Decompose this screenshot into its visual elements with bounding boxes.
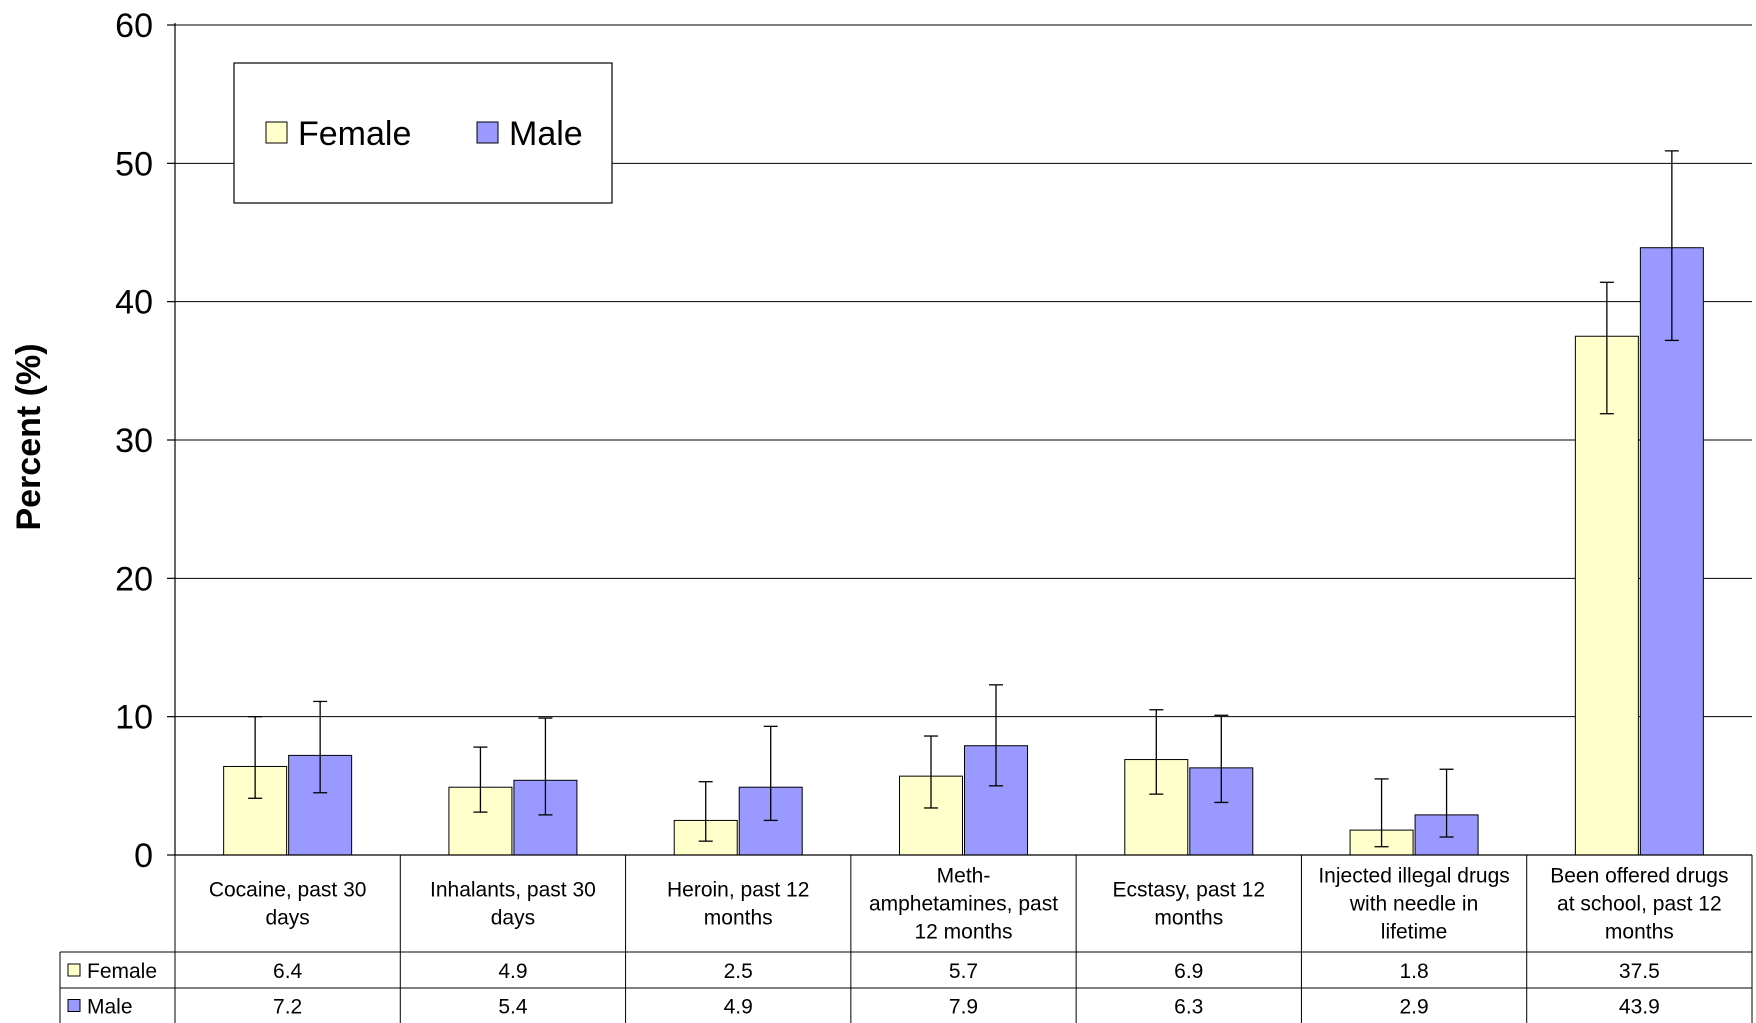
legend-label: Male bbox=[509, 115, 583, 153]
y-tick-label: 40 bbox=[115, 284, 153, 322]
y-tick-label: 10 bbox=[115, 699, 153, 737]
category-label: Injected illegal drugs with needle in life… bbox=[1318, 865, 1509, 944]
table-value: 2.9 bbox=[1399, 996, 1428, 1019]
table-value: 1.8 bbox=[1399, 960, 1428, 983]
y-tick-label: 50 bbox=[115, 145, 153, 183]
legend-key-female bbox=[265, 121, 288, 144]
table-series-label: Male bbox=[87, 996, 133, 1019]
table-value: 37.5 bbox=[1619, 960, 1660, 983]
category-label: Cocaine, past 30 days bbox=[209, 879, 367, 930]
table-value: 7.9 bbox=[949, 996, 978, 1019]
bar-male bbox=[1639, 247, 1704, 856]
table-value: 5.4 bbox=[498, 996, 528, 1019]
y-axis-label: Percent (%) bbox=[10, 343, 48, 530]
y-tick-label: 0 bbox=[134, 837, 153, 875]
category-label: Inhalants, past 30 days bbox=[430, 879, 596, 930]
axes: 0 10 20 30 40 50 60 bbox=[115, 7, 1752, 875]
table-series-label: Female bbox=[87, 960, 157, 983]
table-value: 4.9 bbox=[724, 996, 753, 1019]
bars bbox=[223, 247, 1704, 856]
legend-box bbox=[233, 62, 613, 204]
table-value: 5.7 bbox=[949, 960, 978, 983]
table-legend-key-female bbox=[67, 963, 81, 977]
table-legend-key-male bbox=[67, 999, 81, 1012]
error-bars bbox=[248, 150, 1679, 848]
y-tick-label: 30 bbox=[115, 422, 153, 460]
table-value: 2.5 bbox=[724, 960, 753, 983]
bar-female bbox=[1574, 335, 1639, 856]
table-value: 6.9 bbox=[1174, 960, 1203, 983]
category-label: Heroin, past 12 months bbox=[667, 879, 809, 930]
data-table: Cocaine, past 30 days Inhalants, past 30 da… bbox=[59, 855, 1753, 1023]
category-label: Been offered drugs at school, past 12 mont… bbox=[1550, 865, 1728, 944]
y-tick-label: 60 bbox=[115, 7, 153, 45]
legend: Female Male bbox=[233, 62, 613, 204]
table-value: 4.9 bbox=[498, 960, 527, 983]
table-value: 6.3 bbox=[1174, 996, 1203, 1019]
table-value: 6.4 bbox=[273, 960, 303, 983]
category-label: Meth-amphetamines, past 12 months bbox=[869, 865, 1058, 944]
legend-label: Female bbox=[298, 115, 411, 153]
legend-key-male bbox=[476, 121, 499, 144]
table-value: 43.9 bbox=[1619, 996, 1660, 1019]
y-tick-label: 20 bbox=[115, 560, 153, 598]
table-value: 7.2 bbox=[273, 996, 302, 1019]
category-label: Ecstasy, past 12 months bbox=[1113, 879, 1266, 930]
